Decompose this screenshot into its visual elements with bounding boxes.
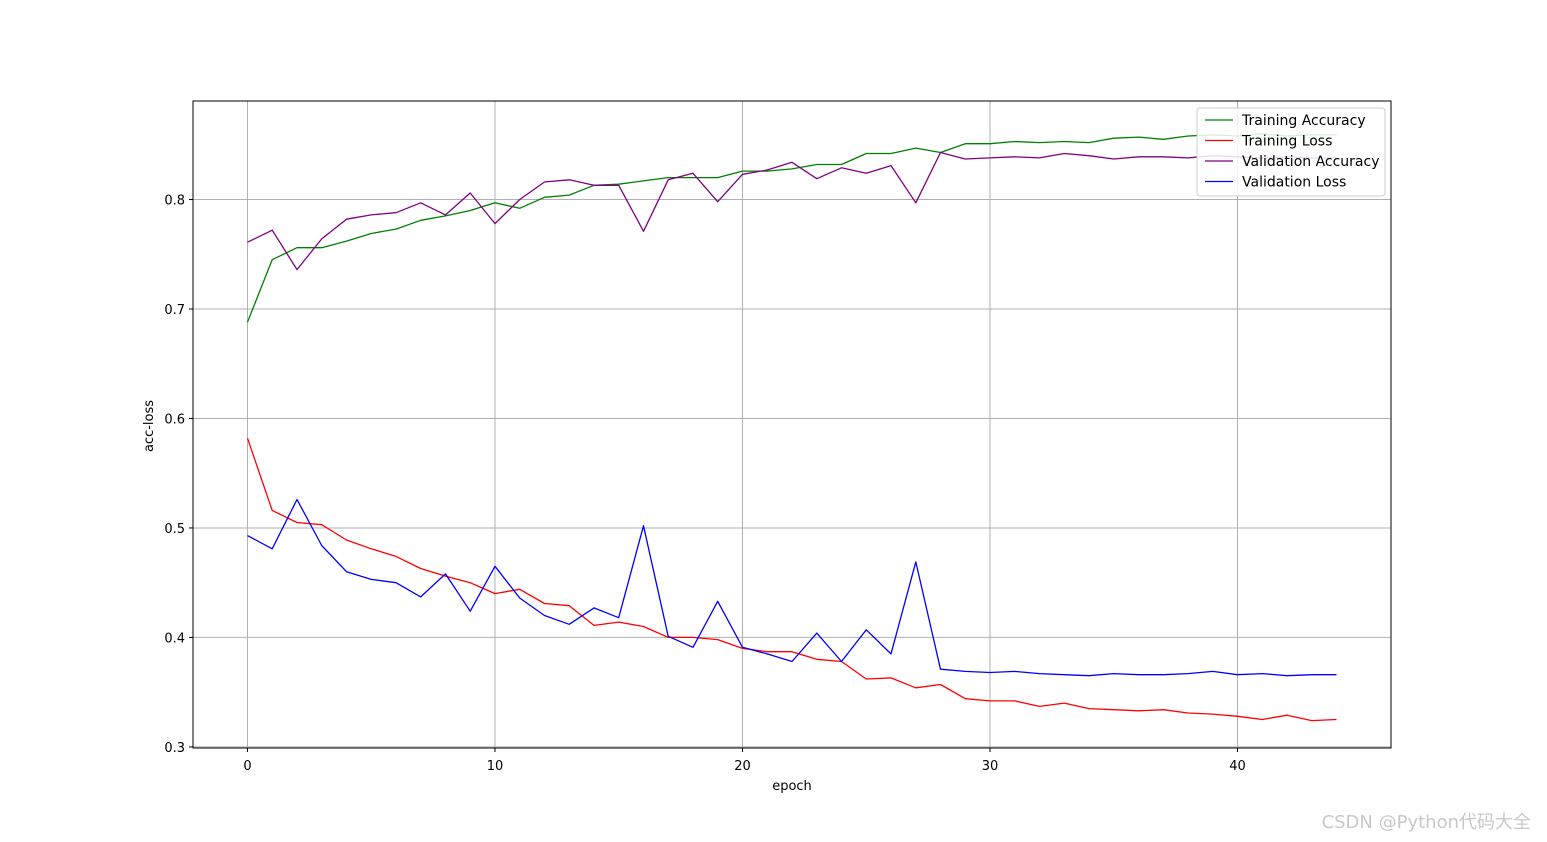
legend-box [1196, 107, 1386, 197]
x-tick-label: 30 [982, 759, 999, 774]
watermark: CSDN @Python代码大全 [1321, 812, 1531, 833]
grid-lines [193, 101, 1391, 748]
x-tick-label: 40 [1229, 759, 1246, 774]
legend: Training Accuracy Training Loss Validation… [1196, 107, 1386, 197]
y-tick-label: 0.8 [164, 194, 185, 209]
x-tick-label: 0 [243, 759, 251, 774]
series-line-validation-accuracy [247, 151, 1337, 271]
y-tick-label: 0.5 [164, 522, 185, 537]
y-axis-label: acc-loss [142, 400, 157, 452]
y-tick-label: 0.7 [164, 303, 185, 318]
y-tick-label: 0.4 [164, 631, 185, 646]
legend-label-training-loss: Training Loss [1241, 134, 1332, 150]
x-tick-label: 20 [734, 759, 751, 774]
series-line-training-loss [246, 437, 1337, 722]
y-tick-label: 0.3 [164, 741, 185, 756]
x-axis-label: epoch [772, 779, 812, 794]
legend-label-validation-loss: Validation Loss [1242, 175, 1346, 191]
series-lines [246, 133, 1337, 722]
axis-ticks: 0 10 20 30 40 0.3 0.4 0.5 0.6 0.7 0.8 [164, 194, 1245, 774]
y-tick-label: 0.6 [164, 412, 185, 427]
x-tick-label: 10 [487, 759, 504, 774]
legend-label-training-accuracy: Training Accuracy [1241, 113, 1366, 129]
series-line-training-accuracy [246, 133, 1337, 323]
legend-label-validation-accuracy: Validation Accuracy [1242, 154, 1380, 170]
series-line-validation-loss [247, 498, 1337, 677]
plot-frame [192, 100, 1392, 749]
